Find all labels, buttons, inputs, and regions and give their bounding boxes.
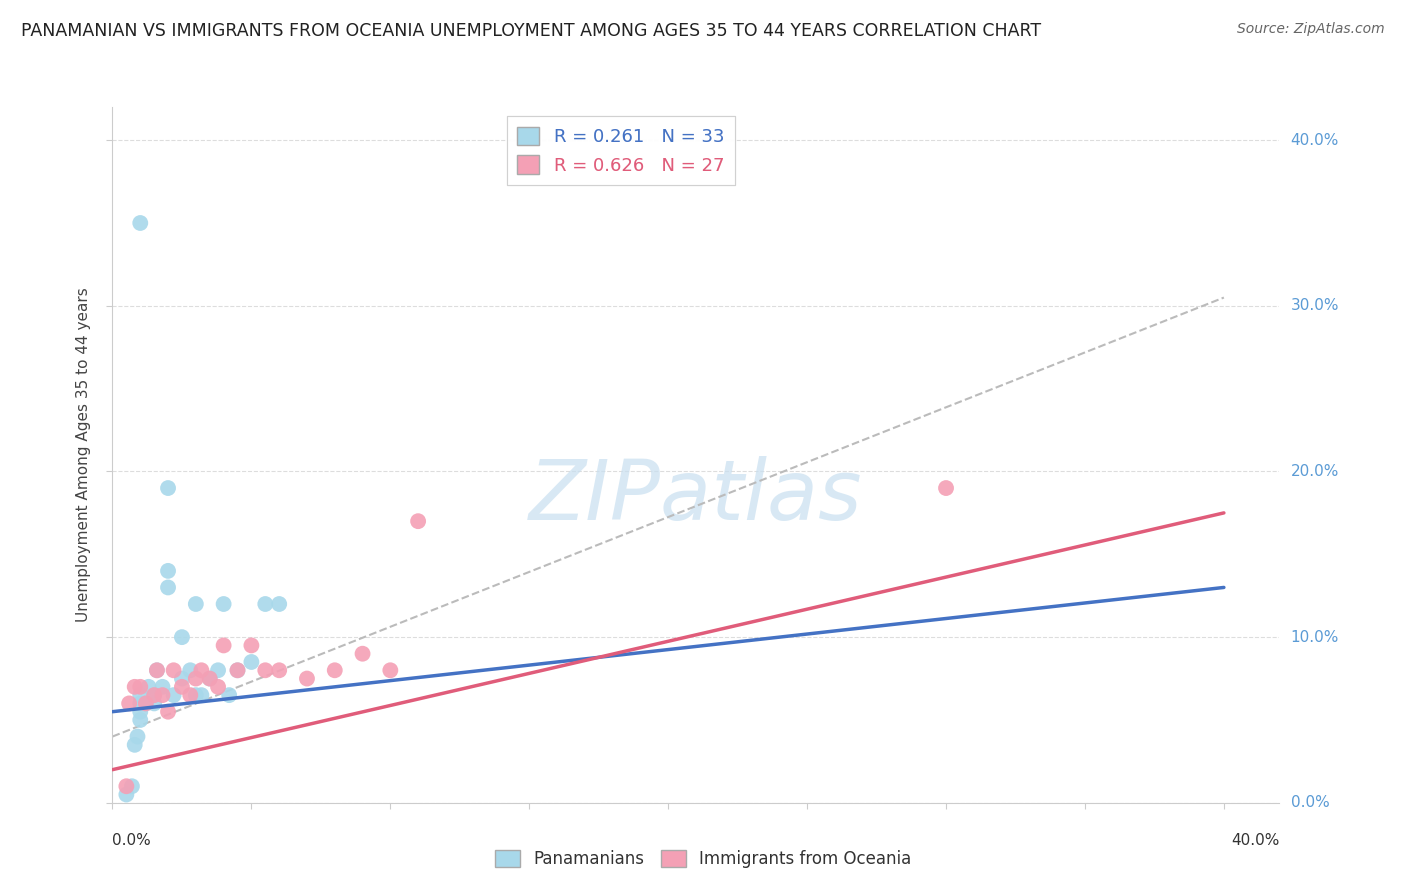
Point [129, 697, 152, 711]
Point [190, 663, 212, 677]
Point [118, 697, 141, 711]
Point [226, 663, 249, 677]
Point [129, 713, 152, 727]
Text: PANAMANIAN VS IMMIGRANTS FROM OCEANIA UNEMPLOYMENT AMONG AGES 35 TO 44 YEARS COR: PANAMANIAN VS IMMIGRANTS FROM OCEANIA UN… [21, 22, 1042, 40]
Point [115, 788, 138, 802]
Point [162, 663, 184, 677]
Point [129, 680, 152, 694]
Point [162, 688, 184, 702]
Point [190, 688, 212, 702]
Text: Source: ZipAtlas.com: Source: ZipAtlas.com [1237, 22, 1385, 37]
Point [170, 630, 193, 644]
Point [179, 688, 201, 702]
Point [207, 663, 229, 677]
Text: 30.0%: 30.0% [1291, 298, 1339, 313]
Text: ZIPatlas: ZIPatlas [529, 456, 863, 537]
Point [121, 779, 143, 793]
Point [152, 680, 174, 694]
Text: 40.0%: 40.0% [1232, 833, 1279, 848]
Point [269, 663, 291, 677]
Point [254, 663, 277, 677]
Point [129, 216, 152, 230]
Y-axis label: Unemployment Among Ages 35 to 44 years: Unemployment Among Ages 35 to 44 years [76, 287, 91, 623]
Point [295, 672, 318, 686]
Legend: Panamanians, Immigrants from Oceania: Panamanians, Immigrants from Oceania [488, 843, 918, 875]
Point [254, 597, 277, 611]
Text: 0.0%: 0.0% [112, 833, 152, 848]
Point [380, 663, 402, 677]
Point [207, 680, 229, 694]
Point [218, 688, 240, 702]
Point [129, 705, 152, 719]
Point [240, 655, 263, 669]
Point [212, 597, 235, 611]
Point [135, 697, 157, 711]
Point [323, 663, 346, 677]
Point [226, 663, 249, 677]
Point [184, 672, 207, 686]
Legend: R = 0.261   N = 33, R = 0.626   N = 27: R = 0.261 N = 33, R = 0.626 N = 27 [506, 116, 735, 186]
Point [184, 597, 207, 611]
Point [157, 481, 180, 495]
Point [269, 597, 291, 611]
Point [170, 680, 193, 694]
Point [184, 688, 207, 702]
Point [129, 688, 152, 702]
Point [127, 730, 149, 744]
Point [240, 639, 263, 653]
Text: 20.0%: 20.0% [1291, 464, 1339, 479]
Point [143, 688, 166, 702]
Text: 40.0%: 40.0% [1291, 133, 1339, 148]
Point [143, 697, 166, 711]
Point [157, 705, 180, 719]
Point [146, 663, 169, 677]
Point [170, 672, 193, 686]
Point [124, 680, 146, 694]
Point [138, 680, 160, 694]
Point [157, 564, 180, 578]
Point [212, 639, 235, 653]
Point [179, 663, 201, 677]
Point [198, 672, 221, 686]
Text: 10.0%: 10.0% [1291, 630, 1339, 645]
Point [143, 688, 166, 702]
Point [352, 647, 374, 661]
Point [135, 697, 157, 711]
Point [157, 581, 180, 595]
Point [935, 481, 957, 495]
Point [115, 779, 138, 793]
Text: 0.0%: 0.0% [1291, 796, 1329, 810]
Point [406, 514, 429, 528]
Point [198, 672, 221, 686]
Point [152, 688, 174, 702]
Point [146, 663, 169, 677]
Point [124, 738, 146, 752]
